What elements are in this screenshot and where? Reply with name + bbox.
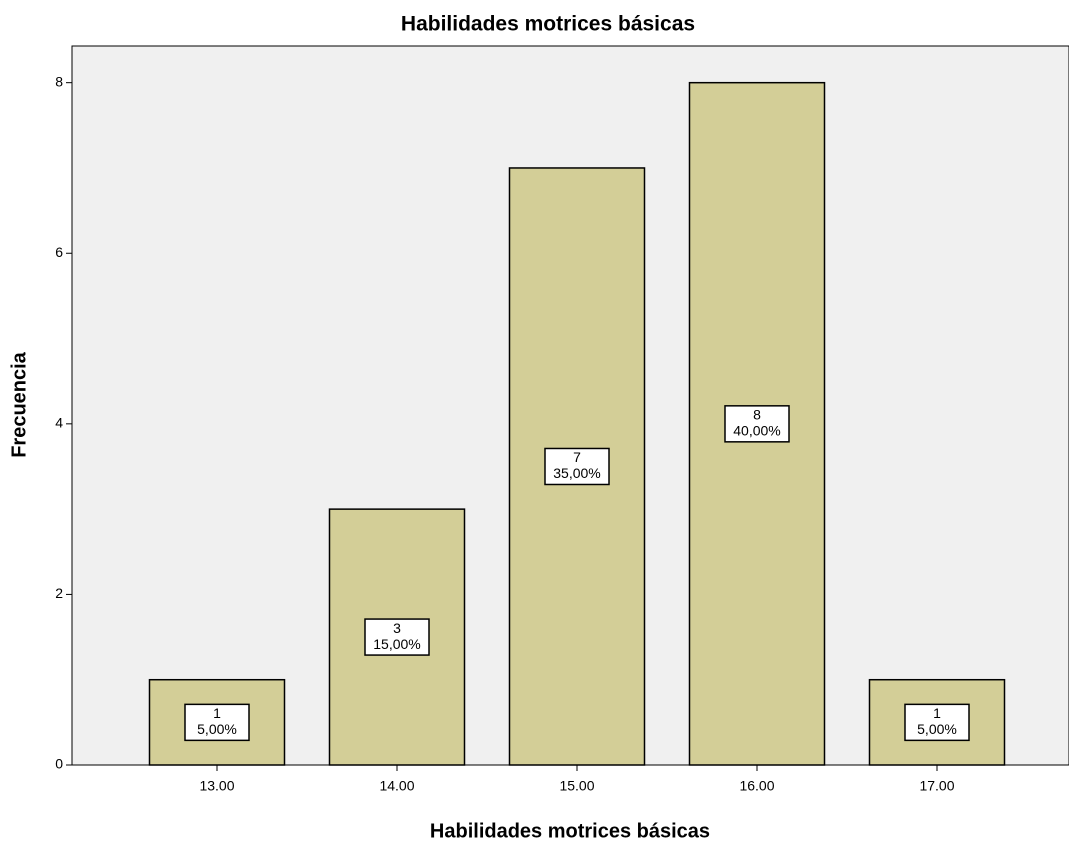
x-tick-label: 15.00	[559, 778, 594, 794]
data-label-count: 7	[573, 449, 581, 465]
data-label-percent: 35,00%	[553, 465, 600, 481]
y-tick-label: 8	[55, 73, 63, 89]
y-tick-label: 4	[55, 415, 63, 431]
data-label-count: 1	[213, 705, 221, 721]
data-label-count: 8	[753, 407, 761, 423]
x-tick-label: 13.00	[199, 778, 234, 794]
data-label-box	[904, 703, 970, 742]
y-tick-label: 0	[55, 756, 63, 772]
data-label-count: 1	[933, 705, 941, 721]
x-axis-title: Habilidades motrices básicas	[430, 820, 710, 842]
data-label-percent: 15,00%	[373, 636, 420, 652]
y-tick-label: 2	[55, 585, 63, 601]
x-tick-label: 16.00	[739, 778, 774, 794]
data-label-box	[544, 447, 610, 486]
y-axis-title: Frecuencia	[8, 351, 30, 457]
data-label-count: 3	[393, 620, 401, 636]
data-label-box	[184, 703, 250, 742]
data-label-box	[724, 405, 790, 443]
data-label-box	[364, 618, 430, 656]
data-label-percent: 5,00%	[917, 721, 957, 737]
data-label-percent: 40,00%	[733, 423, 780, 439]
data-label-percent: 5,00%	[197, 721, 237, 737]
x-tick-label: 14.00	[379, 778, 414, 794]
y-tick-label: 6	[55, 244, 63, 260]
chart-title: Habilidades motrices básicas	[401, 13, 695, 36]
x-tick-label: 17.00	[919, 778, 954, 794]
